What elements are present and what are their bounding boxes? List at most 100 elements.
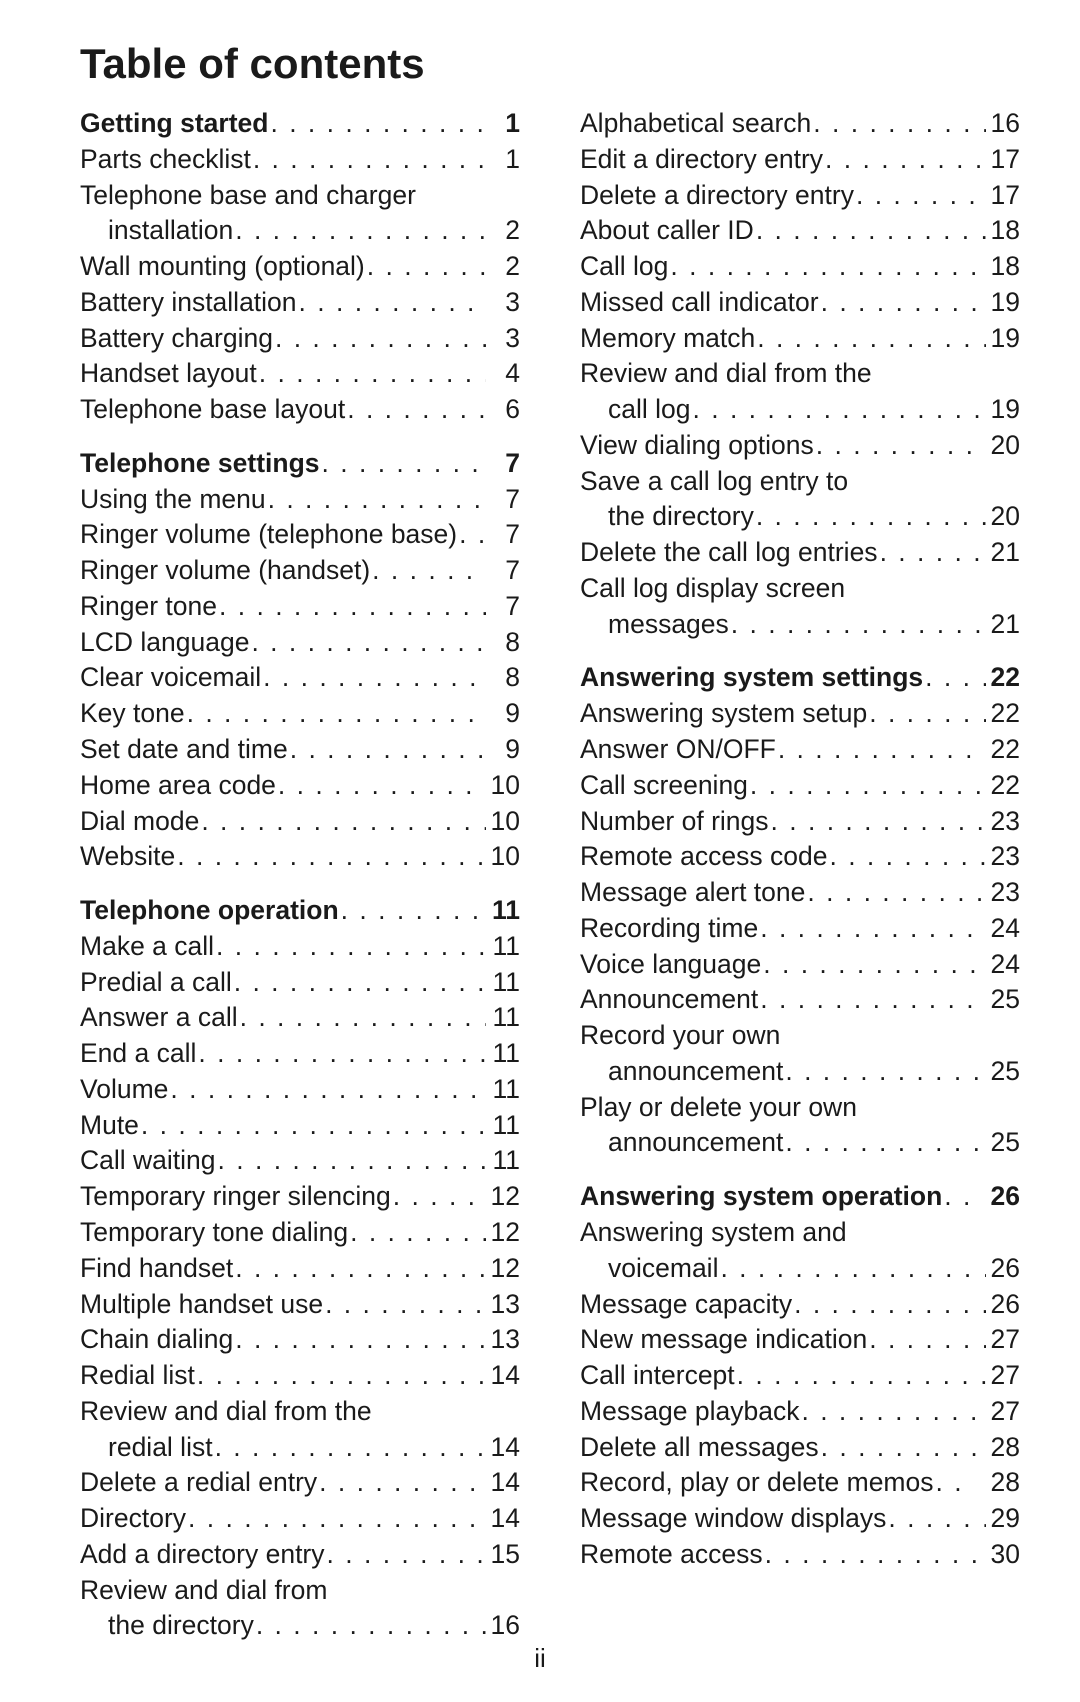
toc-leader-dots: . . . . . . . . . . . . . . . . . . . . … xyxy=(867,1322,986,1358)
toc-leader-dots: . . . . . . . . . . . . . . . . . . . . … xyxy=(251,142,486,178)
toc-leader-dots: . . . . . . . . . . . . . . . . . . . . … xyxy=(345,392,486,428)
toc-entry-page: 11 xyxy=(486,1072,520,1108)
toc-entry-label: Remote access code xyxy=(580,839,827,875)
toc-leader-dots: . . . . . . . . . . . . . . . . . . . . … xyxy=(233,1251,486,1287)
toc-entry-page: 18 xyxy=(986,213,1020,249)
toc-leader-dots: . . xyxy=(942,1179,986,1215)
toc-entry-label: Redial list xyxy=(80,1358,195,1394)
toc-entry-label-cont: the directory xyxy=(80,1608,254,1644)
toc-entry-page: 7 xyxy=(486,446,520,482)
toc-leader-dots: . . . . . . . . . . . . . . . . . . . . … xyxy=(754,213,986,249)
toc-leader-dots: . . . . . . . . . . . . . . . . . . . . … xyxy=(735,1358,986,1394)
toc-entry-label: Set date and time xyxy=(80,732,288,768)
toc-entry-multiline: Record your ownannouncement . . . . . . … xyxy=(580,1018,1020,1090)
toc-entry-page: 22 xyxy=(986,660,1020,696)
toc-entry-page: 7 xyxy=(486,517,520,553)
toc-entry-label: Answering system setup xyxy=(580,696,867,732)
toc-entry-label: Multiple handset use xyxy=(80,1287,323,1323)
toc-entry-page: 19 xyxy=(986,392,1020,428)
toc-entry-label: Telephone base and charger xyxy=(80,178,520,214)
toc-leader-dots: . . . . . . . . . . . . . . . . . . . . … xyxy=(249,625,486,661)
toc-entry-page: 27 xyxy=(986,1322,1020,1358)
toc-entry-page: 7 xyxy=(486,553,520,589)
toc-entry-label: Remote access xyxy=(580,1537,763,1573)
toc-entry-label: Handset layout xyxy=(80,356,257,392)
toc-entry: Delete a redial entry . . . . . . . . . … xyxy=(80,1465,520,1501)
toc-leader-dots: . . . . . . . . . . . . . . . . . . . . … xyxy=(168,1072,486,1108)
toc-entry-label: Message alert tone xyxy=(580,875,805,911)
toc-entry: New message indication . . . . . . . . .… xyxy=(580,1322,1020,1358)
toc-entry-label: Save a call log entry to xyxy=(580,464,1020,500)
toc-entry-label: Announcement xyxy=(580,982,758,1018)
toc-leader-dots: . . . . . . . . . . . . . . . . . . . . … xyxy=(691,392,987,428)
toc-leader-dots: . . . . . . . . . . . . . . . . . . . . … xyxy=(185,696,486,732)
toc-entry-label: Ringer volume (handset) xyxy=(80,553,370,589)
toc-leader-dots: . . . . . . . . . . . . . . . . . . . . … xyxy=(268,106,486,142)
toc-entry-continuation: call log . . . . . . . . . . . . . . . .… xyxy=(580,392,1020,428)
toc-leader-dots: . . . . . . . . . . . . . . . . . . . . … xyxy=(878,535,986,571)
toc-leader-dots: . . . . . . . . . . . . . . . . . . . . … xyxy=(755,321,986,357)
toc-leader-dots: . . . . . . . . . . . . . . . . . . . . … xyxy=(823,142,986,178)
toc-entry-page: 9 xyxy=(486,732,520,768)
toc-leader-dots: . . . . . . . . . . . . . . . . . . . . … xyxy=(799,1394,986,1430)
toc-entry-page: 12 xyxy=(486,1251,520,1287)
toc-entry-label: Parts checklist xyxy=(80,142,251,178)
toc-entry-label: Delete the call log entries xyxy=(580,535,878,571)
toc-leader-dots: . . . . . . . . . . . . . . . . . . . . … xyxy=(261,660,486,696)
toc-entry-label: Missed call indicator xyxy=(580,285,819,321)
toc-entry-page: 23 xyxy=(986,875,1020,911)
toc-entry: Answer ON/OFF . . . . . . . . . . . . . … xyxy=(580,732,1020,768)
toc-entry-continuation: announcement . . . . . . . . . . . . . .… xyxy=(580,1054,1020,1090)
toc-entry-label: Play or delete your own xyxy=(580,1090,1020,1126)
toc-entry-label: Temporary ringer silencing xyxy=(80,1179,391,1215)
toc-entry: Number of rings . . . . . . . . . . . . … xyxy=(580,804,1020,840)
toc-leader-dots: . . . . . . . . . . . . . . . . . . . . … xyxy=(238,1000,486,1036)
toc-entry-page: 11 xyxy=(486,965,520,1001)
toc-entry-label-cont: redial list xyxy=(80,1430,213,1466)
toc-entry-label: Answering system settings xyxy=(580,660,923,696)
toc-entry: Answer a call . . . . . . . . . . . . . … xyxy=(80,1000,520,1036)
toc-entry-label: Review and dial from the xyxy=(80,1394,520,1430)
toc-leader-dots: . . . . . . . . . . . . . . . . . . . . … xyxy=(320,446,486,482)
toc-entry-page: 14 xyxy=(486,1430,520,1466)
toc-leader-dots: . . . . . . . . . . . . . . . . . . . . … xyxy=(288,732,486,768)
toc-entry: Ringer tone . . . . . . . . . . . . . . … xyxy=(80,589,520,625)
toc-entry-page: 26 xyxy=(986,1287,1020,1323)
toc-leader-dots: . . . . . . . . . . . . . . . . . . . . … xyxy=(854,178,986,214)
toc-entry-page: 24 xyxy=(986,911,1020,947)
toc-entry: Add a directory entry . . . . . . . . . … xyxy=(80,1537,520,1573)
toc-entry-continuation: announcement . . . . . . . . . . . . . .… xyxy=(580,1125,1020,1161)
toc-entry-multiline: Review and dial fromthe directory . . . … xyxy=(80,1573,520,1645)
toc-leader-dots: . . . . . . . . . . . . . . . . . . . . … xyxy=(819,1430,986,1466)
toc-entry: Message window displays . . . . . . . . … xyxy=(580,1501,1020,1537)
toc-entry: Dial mode . . . . . . . . . . . . . . . … xyxy=(80,804,520,840)
toc-heading: Answering system settings . . . . . . . … xyxy=(580,660,1020,696)
toc-entry-page: 10 xyxy=(486,768,520,804)
toc-entry: Mute . . . . . . . . . . . . . . . . . .… xyxy=(80,1108,520,1144)
toc-entry: Set date and time . . . . . . . . . . . … xyxy=(80,732,520,768)
toc-entry: Delete the call log entries . . . . . . … xyxy=(580,535,1020,571)
toc-entry-page: 10 xyxy=(486,839,520,875)
toc-entry-page: 11 xyxy=(486,893,520,929)
toc-entry-page: 17 xyxy=(986,178,1020,214)
toc-entry-label: Review and dial from xyxy=(80,1573,520,1609)
toc-leader-dots: . . . . . . . . . . . . . . . . . . . . … xyxy=(718,1251,986,1287)
toc-entry-page: 22 xyxy=(986,696,1020,732)
toc-heading: Getting started . . . . . . . . . . . . … xyxy=(80,106,520,142)
toc-entry-continuation: voicemail . . . . . . . . . . . . . . . … xyxy=(580,1251,1020,1287)
toc-entry: Chain dialing . . . . . . . . . . . . . … xyxy=(80,1322,520,1358)
toc-entry-label: Volume xyxy=(80,1072,168,1108)
toc-entry-page: 24 xyxy=(986,947,1020,983)
toc-entry: Predial a call . . . . . . . . . . . . .… xyxy=(80,965,520,1001)
toc-section: Getting started . . . . . . . . . . . . … xyxy=(80,106,520,428)
toc-entry-label: Telephone operation xyxy=(80,893,339,929)
toc-entry: Delete all messages . . . . . . . . . . … xyxy=(580,1430,1020,1466)
toc-leader-dots: . . . . . . . . . . . . . . . . . . . . … xyxy=(186,1501,486,1537)
toc-leader-dots: . . . . . . . . . . . . . . . . . . . . … xyxy=(729,607,986,643)
toc-section: Alphabetical search . . . . . . . . . . … xyxy=(580,106,1020,642)
toc-entry-multiline: Review and dial from thecall log . . . .… xyxy=(580,356,1020,428)
toc-leader-dots: . . . . . . . . . . . . . . . . . . . . … xyxy=(323,1287,486,1323)
toc-leader-dots: . . . . . . . . . . . . . . . . . . . . … xyxy=(391,1179,486,1215)
toc-leader-dots: . . . . . . . . . . . . . . . . . . . . … xyxy=(273,321,486,357)
toc-entry: Edit a directory entry . . . . . . . . .… xyxy=(580,142,1020,178)
